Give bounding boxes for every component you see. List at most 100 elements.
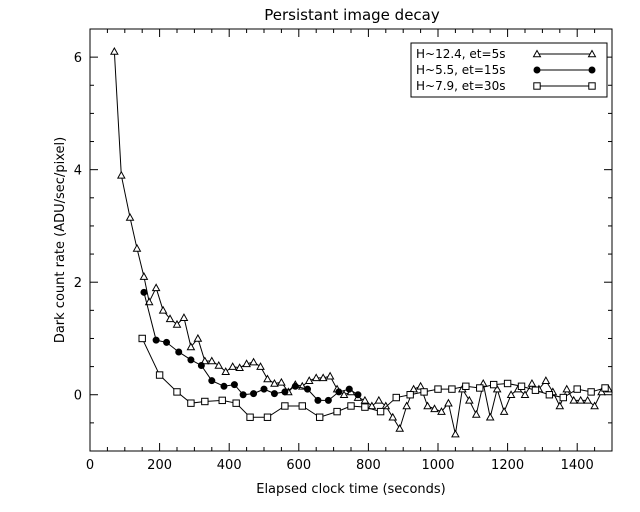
series-1-point bbox=[270, 378, 279, 387]
series-2-point bbox=[281, 388, 289, 396]
series-1-point bbox=[151, 283, 161, 292]
series-1-point bbox=[249, 357, 258, 366]
series-3-point bbox=[201, 397, 209, 406]
series-1-point bbox=[116, 170, 126, 179]
series-1-point bbox=[263, 374, 272, 383]
series-1-point bbox=[437, 407, 446, 415]
series-3-point bbox=[361, 403, 369, 411]
series-3-point bbox=[376, 407, 385, 416]
series-1-point bbox=[471, 409, 481, 418]
series-1-point bbox=[416, 381, 425, 390]
series-1-point bbox=[193, 333, 203, 342]
series-1-point bbox=[409, 384, 418, 393]
y-tick-label: 4 bbox=[74, 164, 82, 179]
series-1-line bbox=[113, 51, 609, 435]
series-2-point bbox=[239, 391, 247, 399]
series-3-point bbox=[187, 399, 195, 407]
series-1-point bbox=[144, 297, 154, 306]
series-1-point bbox=[179, 313, 189, 321]
series-3-point bbox=[333, 407, 341, 416]
series-1-point bbox=[304, 376, 314, 384]
series-1-point bbox=[158, 305, 168, 314]
series-3-point bbox=[315, 413, 324, 421]
y-tick-label: 2 bbox=[74, 276, 82, 291]
series-1-point bbox=[499, 407, 509, 415]
legend-sample-marker-3 bbox=[588, 82, 596, 90]
series-1-point bbox=[242, 359, 251, 368]
series-3-point bbox=[559, 393, 567, 402]
legend: H~12.4, et=5s H~5.5, et=15s H~7.9, et=30… bbox=[410, 42, 608, 98]
series-1-point bbox=[186, 342, 196, 351]
series-3-point bbox=[218, 396, 226, 405]
legend-label-series-1: H~12.4, et=5s bbox=[416, 47, 505, 61]
legend-label-series-2: H~5.5, et=15s bbox=[416, 63, 505, 77]
series-3-point bbox=[281, 402, 289, 410]
series-1-point bbox=[256, 362, 265, 370]
series-2-point bbox=[140, 288, 148, 296]
series-1-point bbox=[325, 371, 335, 380]
series-1-point bbox=[110, 46, 119, 55]
series-1-point bbox=[311, 373, 321, 382]
series-1-point bbox=[221, 367, 231, 375]
series-2-point bbox=[314, 396, 322, 404]
series-1-point bbox=[451, 429, 460, 438]
series-1-point bbox=[165, 314, 175, 323]
series-3-point bbox=[246, 413, 254, 421]
series-1-point bbox=[318, 373, 328, 382]
series-layer bbox=[110, 46, 613, 438]
series-3-point bbox=[263, 413, 272, 421]
series-3-point bbox=[531, 386, 540, 394]
series-3-point bbox=[406, 391, 414, 399]
series-3-point bbox=[517, 382, 526, 390]
x-axis-title: Elapsed clock time (seconds) bbox=[256, 482, 446, 497]
series-2-point bbox=[152, 336, 160, 344]
series-3-point bbox=[173, 388, 181, 396]
y-tick-label: 0 bbox=[74, 389, 82, 404]
series-1-point bbox=[228, 362, 238, 370]
series-2-point bbox=[354, 391, 362, 399]
series-1-point bbox=[520, 390, 530, 399]
legend-label-series-3: H~7.9, et=30s bbox=[416, 79, 505, 93]
series-2-point bbox=[175, 348, 183, 356]
series-2-point bbox=[291, 382, 299, 390]
series-3-point bbox=[545, 391, 554, 399]
series-1-point bbox=[527, 378, 537, 387]
series-1-point bbox=[590, 401, 599, 410]
series-2-point bbox=[230, 381, 238, 389]
series-3-point bbox=[392, 393, 400, 402]
series-3-point bbox=[503, 379, 512, 388]
series-1-point bbox=[139, 272, 149, 280]
series-1-point bbox=[555, 401, 565, 410]
series-3 bbox=[138, 334, 609, 421]
series-2-point bbox=[208, 377, 216, 385]
series-3-point bbox=[347, 402, 355, 410]
series-2-point bbox=[345, 385, 353, 393]
series-2-point bbox=[250, 390, 258, 398]
legend-sample-marker-2 bbox=[533, 66, 541, 74]
series-1-point bbox=[485, 412, 495, 421]
x-tick-label: 1000 bbox=[421, 458, 454, 473]
series-2-point bbox=[270, 390, 278, 398]
series-1-point bbox=[200, 356, 210, 365]
series-2-point bbox=[163, 338, 171, 346]
series-1-point bbox=[207, 356, 217, 365]
series-1 bbox=[110, 46, 613, 438]
legend-sample-marker-1 bbox=[587, 49, 597, 58]
series-2-point bbox=[260, 385, 268, 393]
legend-samples bbox=[532, 49, 597, 90]
series-2-line bbox=[143, 292, 359, 401]
series-3-point bbox=[232, 399, 240, 407]
series-3-point bbox=[476, 384, 484, 392]
series-1-point bbox=[583, 395, 592, 404]
series-2-point bbox=[335, 388, 343, 396]
series-1-point bbox=[569, 395, 579, 404]
series-2-point bbox=[324, 396, 332, 404]
series-3-point bbox=[601, 384, 609, 392]
series-1-point bbox=[423, 401, 432, 410]
x-tick-label: 1200 bbox=[491, 458, 524, 473]
series-1-point bbox=[277, 377, 286, 386]
series-1-point bbox=[562, 384, 572, 393]
x-tick-label: 1400 bbox=[561, 458, 594, 473]
series-1-point bbox=[444, 398, 453, 407]
x-tick-label: 800 bbox=[356, 458, 381, 473]
